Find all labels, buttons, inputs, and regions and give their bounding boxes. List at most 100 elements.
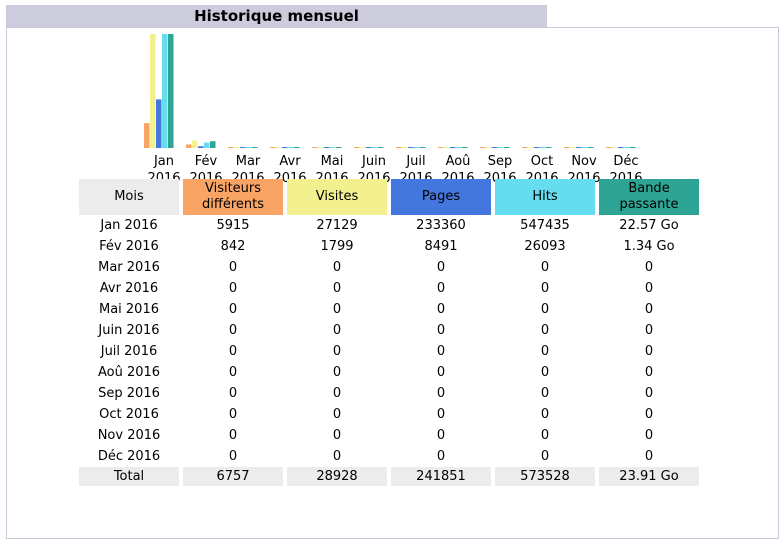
- bar-visiteurs-différents-3: [270, 147, 276, 148]
- cell-visits: 0: [332, 407, 342, 422]
- cell-hits: 0: [540, 302, 550, 317]
- cell-hits: 0: [540, 365, 550, 380]
- bar-visites-2: [234, 147, 240, 148]
- table-header-row: Mois Visiteurs différents Visites Pages …: [79, 179, 699, 215]
- header-hits: Hits: [495, 179, 595, 215]
- table-row: Avr 2016 0 0 0 0 0: [79, 278, 699, 299]
- header-visits: Visites: [287, 179, 387, 215]
- cell-bandwidth: 0: [644, 344, 654, 359]
- cell-visitors: 0: [228, 260, 238, 275]
- bar-bande-passante-10: [588, 147, 594, 148]
- bar-pages-0: [156, 99, 162, 148]
- month-label-name: Juil: [406, 154, 426, 169]
- cell-bandwidth: 0: [644, 260, 654, 275]
- bar-hits-3: [288, 147, 294, 148]
- bar-hits-4: [330, 147, 336, 148]
- bar-hits-9: [540, 147, 546, 148]
- cell-pages: 0: [436, 344, 446, 359]
- bar-bande-passante-1: [210, 141, 216, 148]
- month-label-name: Fév: [194, 154, 218, 169]
- cell-visitors: 842: [220, 239, 246, 254]
- month-label-name: Jan: [153, 154, 175, 169]
- header-mois: Mois: [79, 179, 179, 215]
- cell-month: Mai 2016: [98, 302, 159, 317]
- cell-pages: 0: [436, 449, 446, 464]
- cell-hits: 0: [540, 281, 550, 296]
- cell-pages: 233360: [416, 218, 466, 233]
- bar-visiteurs-différents-7: [438, 147, 444, 148]
- cell-visits: 0: [332, 260, 342, 275]
- bar-visiteurs-différents-6: [396, 147, 402, 148]
- bar-pages-1: [198, 146, 204, 148]
- table-row: Déc 2016 0 0 0 0 0: [79, 446, 699, 467]
- cell-visitors: 0: [228, 407, 238, 422]
- cell-pages: 0: [436, 260, 446, 275]
- bar-pages-8: [492, 147, 498, 148]
- cell-hits: 0: [540, 323, 550, 338]
- bar-pages-3: [282, 147, 288, 148]
- bar-hits-11: [624, 147, 630, 148]
- month-label-name: Oct: [530, 154, 554, 169]
- cell-month: Oct 2016: [99, 407, 159, 422]
- total-row: Total 6757 28928 241851 573528 23.91 Go: [79, 467, 699, 486]
- cell-hits: 0: [540, 344, 550, 359]
- month-label-name: Aoû: [445, 154, 471, 169]
- cell-visitors: 0: [228, 344, 238, 359]
- cell-month: Déc 2016: [97, 449, 161, 464]
- bar-hits-7: [456, 147, 462, 148]
- cell-month: Mar 2016: [98, 260, 160, 275]
- cell-visitors: 0: [228, 449, 238, 464]
- table-row: Aoû 2016 0 0 0 0 0: [79, 362, 699, 383]
- table-row: Sep 2016 0 0 0 0 0: [79, 383, 699, 404]
- bar-pages-4: [324, 147, 330, 148]
- table-row: Nov 2016 0 0 0 0 0: [79, 425, 699, 446]
- table-row: Juil 2016 0 0 0 0 0: [79, 341, 699, 362]
- header-visitors: Visiteurs différents: [183, 179, 283, 215]
- cell-month: Jan 2016: [100, 218, 158, 233]
- header-bandwidth: Bande passante: [599, 179, 699, 215]
- table-row: Oct 2016 0 0 0 0 0: [79, 404, 699, 425]
- bar-visites-3: [276, 147, 282, 148]
- table-row: Mar 2016 0 0 0 0 0: [79, 257, 699, 278]
- bar-pages-5: [366, 147, 372, 148]
- cell-hits: 0: [540, 428, 550, 443]
- cell-month: Nov 2016: [97, 428, 161, 443]
- table-row: Jan 2016 5915 27129 233360 547435 22.57 Go: [79, 215, 699, 236]
- bar-visiteurs-différents-0: [144, 123, 150, 148]
- cell-pages: 0: [436, 365, 446, 380]
- month-label-name: Mai: [320, 154, 344, 169]
- cell-visits: 0: [332, 344, 342, 359]
- bar-pages-9: [534, 147, 540, 148]
- cell-hits: 547435: [520, 218, 570, 233]
- bar-visiteurs-différents-5: [354, 147, 360, 148]
- cell-visits: 0: [332, 449, 342, 464]
- cell-bandwidth: 0: [644, 428, 654, 443]
- cell-visits: 27129: [316, 218, 358, 233]
- cell-visits: 0: [332, 281, 342, 296]
- cell-month: Fév 2016: [99, 239, 159, 254]
- table-row: Fév 2016 842 1799 8491 26093 1.34 Go: [79, 236, 699, 257]
- monthly-stats-table: Mois Visiteurs différents Visites Pages …: [75, 179, 703, 486]
- bar-pages-11: [618, 147, 624, 148]
- cell-pages: 0: [436, 323, 446, 338]
- cell-visitors: 0: [228, 302, 238, 317]
- cell-hits: 0: [540, 407, 550, 422]
- bar-visiteurs-différents-8: [480, 147, 486, 148]
- total-bandwidth: 23.91 Go: [599, 467, 699, 486]
- bar-visiteurs-différents-4: [312, 147, 318, 148]
- month-label-name: Sep: [487, 154, 513, 169]
- bar-bande-passante-2: [252, 147, 258, 148]
- total-visits: 28928: [287, 467, 387, 486]
- bar-pages-7: [450, 147, 456, 148]
- bar-hits-6: [414, 147, 420, 148]
- total-hits: 573528: [495, 467, 595, 486]
- cell-pages: 8491: [424, 239, 458, 254]
- cell-bandwidth: 0: [644, 386, 654, 401]
- cell-pages: 0: [436, 281, 446, 296]
- bar-visites-7: [444, 147, 450, 148]
- cell-pages: 0: [436, 302, 446, 317]
- bar-hits-2: [246, 147, 252, 148]
- month-label-name: Déc: [613, 154, 639, 169]
- cell-visits: 1799: [320, 239, 354, 254]
- bar-visiteurs-différents-2: [228, 147, 234, 148]
